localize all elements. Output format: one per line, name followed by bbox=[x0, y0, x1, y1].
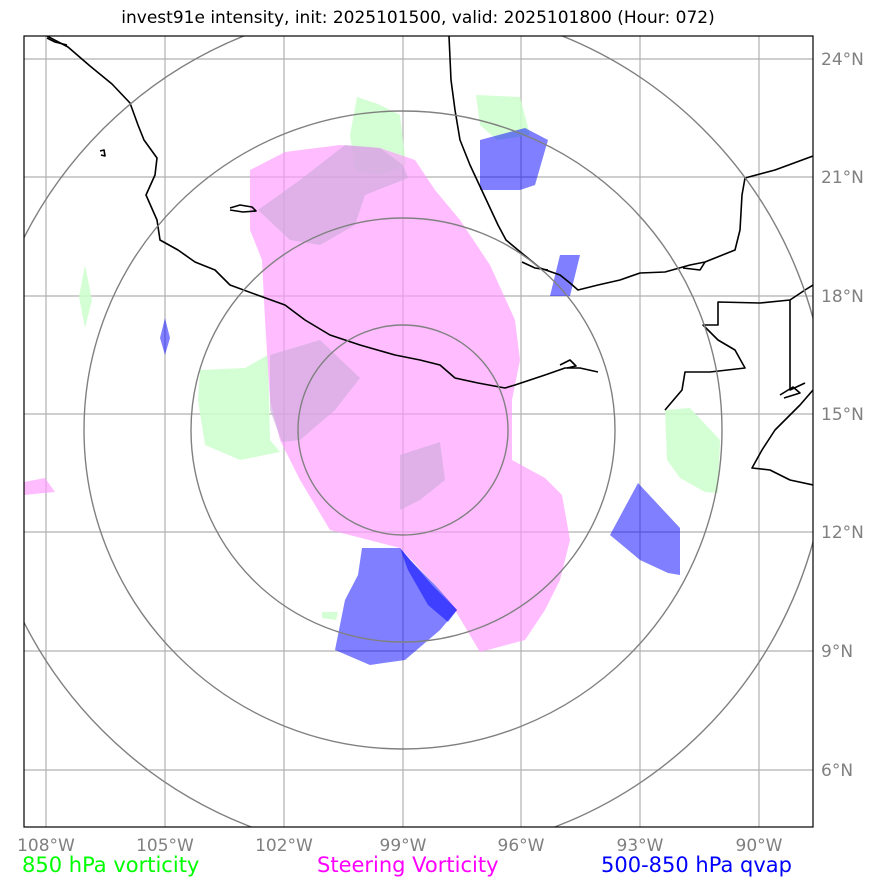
lat-tick-label: 15°N bbox=[821, 405, 864, 425]
range-ring-inner bbox=[297, 324, 509, 536]
range-ring-3 bbox=[83, 110, 723, 750]
qvap-area bbox=[480, 128, 548, 190]
lon-tick-label: 96°W bbox=[498, 836, 545, 856]
central-america-coast bbox=[751, 389, 813, 486]
lat-tick-label: 24°N bbox=[821, 50, 864, 70]
gulf-coastline-detail bbox=[521, 261, 549, 271]
coast-fragment bbox=[559, 359, 577, 369]
legend-850-hpa-vorticity: 850 hPa vorticity bbox=[22, 853, 200, 877]
guatemala-border bbox=[664, 284, 813, 411]
belize-area bbox=[789, 300, 806, 391]
range-ring-2 bbox=[190, 217, 616, 643]
steering-vorticity-field bbox=[24, 145, 570, 652]
lon-tick-label: 102°W bbox=[255, 836, 313, 856]
vorticity-850-area bbox=[322, 612, 338, 620]
coastlines bbox=[46, 36, 813, 486]
latitude-axis: 24°N 21°N 18°N 15°N 12°N 9°N 6°N bbox=[821, 50, 864, 781]
gulf-coastline bbox=[448, 36, 813, 291]
qvap-area bbox=[550, 255, 580, 296]
vorticity-850-area bbox=[476, 95, 530, 140]
map-title: invest91e intensity, init: 2025101500, v… bbox=[121, 8, 715, 28]
lon-tick-label: 99°W bbox=[380, 836, 427, 856]
lat-tick-label: 6°N bbox=[821, 761, 853, 781]
lon-tick-label: 108°W bbox=[17, 836, 75, 856]
vorticity-850-area bbox=[198, 355, 280, 460]
qvap-field bbox=[160, 128, 680, 665]
legend-steering-vorticity: Steering Vorticity bbox=[317, 853, 499, 877]
baja-coastline bbox=[46, 37, 68, 46]
steering-vorticity-area bbox=[24, 478, 55, 495]
qvap-area bbox=[160, 318, 170, 355]
overlap-area bbox=[270, 340, 360, 442]
lon-tick-label: 90°W bbox=[736, 836, 783, 856]
pacific-coastline bbox=[46, 36, 599, 389]
lon-tick-label: 105°W bbox=[136, 836, 194, 856]
island-outline bbox=[99, 149, 106, 157]
lat-tick-label: 18°N bbox=[821, 287, 864, 307]
lat-tick-label: 12°N bbox=[821, 523, 864, 543]
lon-tick-label: 93°W bbox=[617, 836, 664, 856]
island-outline bbox=[229, 204, 257, 213]
steering-vorticity-area bbox=[250, 145, 570, 652]
qvap-area bbox=[335, 548, 457, 665]
map-frame bbox=[23, 35, 814, 828]
overlap-area bbox=[258, 145, 408, 245]
overlap-area bbox=[400, 442, 445, 510]
legend-qvap: 500-850 hPa qvap bbox=[601, 853, 792, 877]
longitude-axis: 108°W 105°W 102°W 99°W 96°W 93°W 90°W bbox=[17, 836, 783, 856]
overlap-field bbox=[258, 145, 445, 510]
gulf-coastline-detail bbox=[682, 261, 706, 271]
coast-fragment bbox=[779, 386, 801, 399]
vorticity-850-field bbox=[79, 95, 720, 620]
lat-tick-label: 9°N bbox=[821, 642, 853, 662]
range-rings bbox=[24, 36, 813, 827]
vorticity-850-area bbox=[79, 265, 92, 328]
qvap-area bbox=[610, 483, 680, 575]
qvap-area bbox=[400, 548, 457, 622]
vorticity-850-area bbox=[665, 408, 720, 493]
lat-tick-label: 21°N bbox=[821, 168, 864, 188]
